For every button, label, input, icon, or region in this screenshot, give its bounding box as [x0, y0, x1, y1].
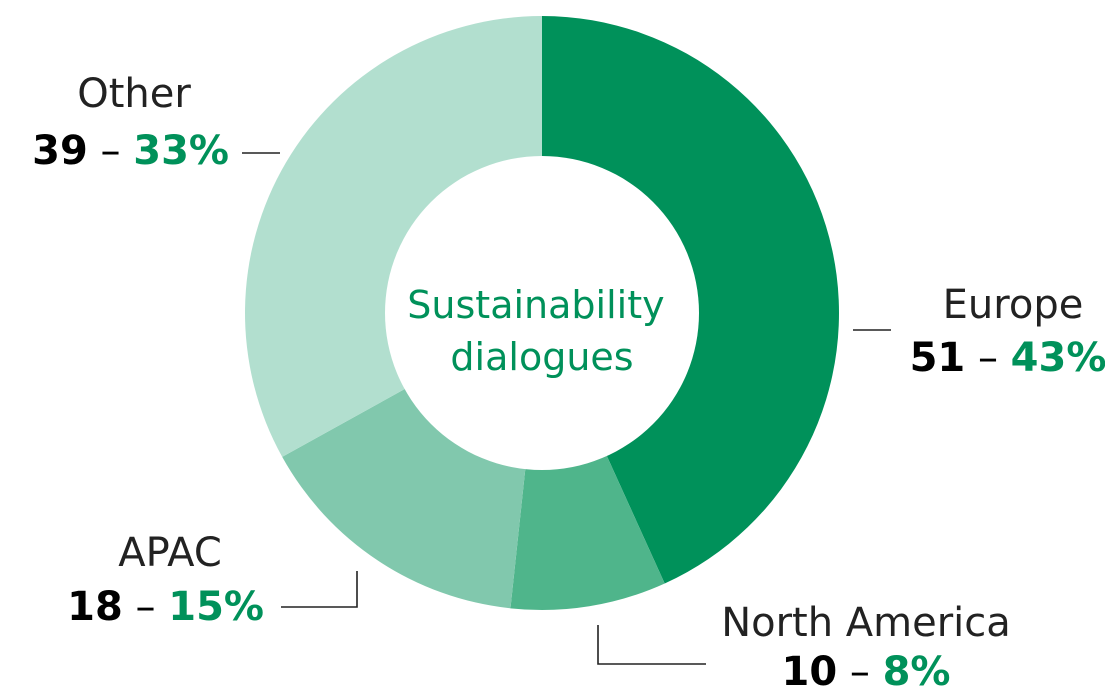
- slice-percent-europe: 43%: [1011, 335, 1105, 381]
- slice-value-label-europe: 51 – 43%: [910, 335, 1105, 381]
- center-title-line-2: dialogues: [450, 335, 633, 379]
- slice-separator-europe: –: [965, 335, 1010, 381]
- slice-separator-north-america: –: [837, 649, 882, 693]
- leader-line-north-america: [597, 625, 706, 665]
- slice-count-europe: 51: [910, 335, 966, 381]
- slice-separator-other: –: [88, 128, 133, 174]
- slice-name-label-other: Other: [77, 71, 191, 117]
- slice-count-other: 39: [32, 128, 88, 174]
- center-title-line-1: Sustainability: [407, 283, 664, 327]
- slice-count-north-america: 10: [781, 649, 837, 693]
- leader-line-apac: [281, 571, 358, 608]
- slice-percent-apac: 15%: [168, 584, 264, 630]
- slice-name-label-apac: APAC: [118, 530, 222, 576]
- slice-name-label-north-america: North America: [721, 600, 1011, 646]
- slice-name-label-europe: Europe: [943, 282, 1084, 328]
- donut-hole: [385, 156, 699, 470]
- slice-percent-other: 33%: [133, 128, 229, 174]
- slice-percent-north-america: 8%: [883, 649, 951, 693]
- slice-separator-apac: –: [123, 584, 168, 630]
- slice-value-label-apac: 18 – 15%: [67, 584, 264, 630]
- chart-center-title: Sustainability dialogues: [407, 283, 676, 379]
- slice-count-apac: 18: [67, 584, 123, 630]
- slice-value-label-north-america: 10 – 8%: [781, 649, 950, 693]
- slice-value-label-other: 39 – 33%: [32, 128, 229, 174]
- leader-lines: [242, 152, 891, 665]
